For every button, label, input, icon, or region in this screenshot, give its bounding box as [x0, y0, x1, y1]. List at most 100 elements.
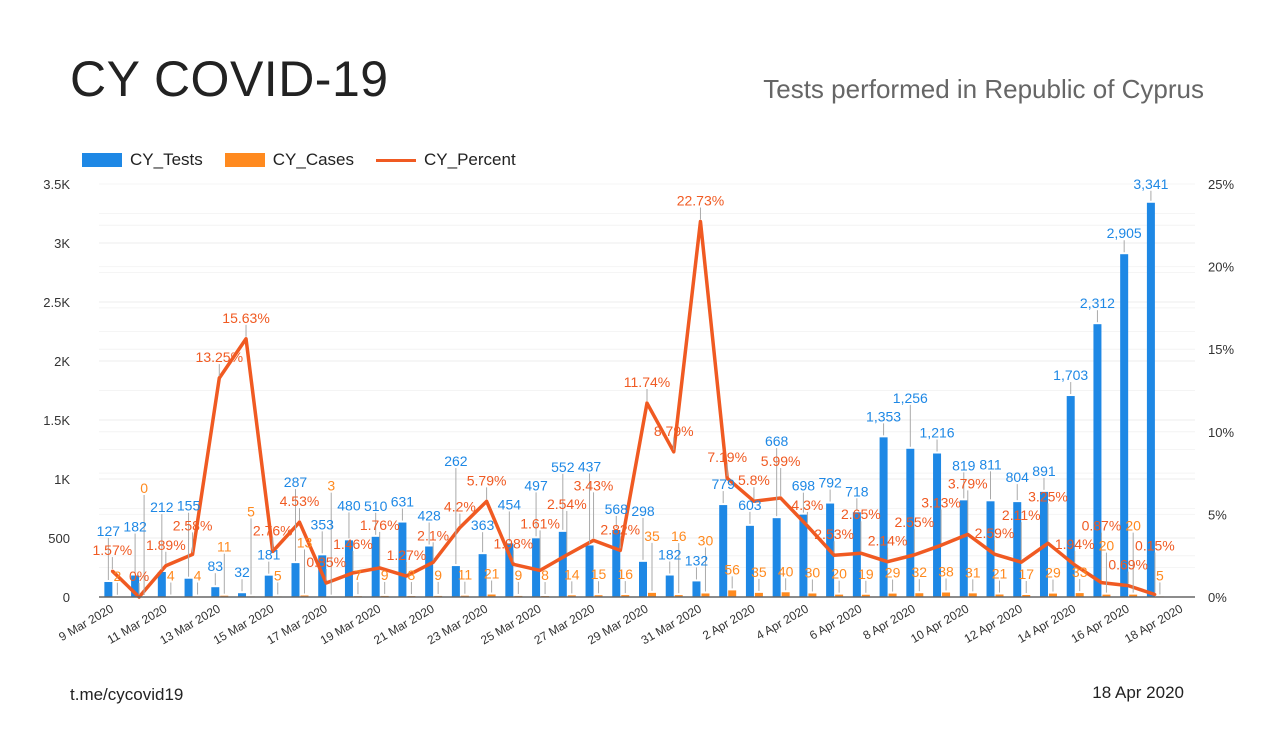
legend-label-tests: CY_Tests	[130, 150, 203, 169]
bar-cases	[915, 593, 924, 597]
x-tick-label: 6 Apr 2020	[807, 601, 865, 642]
data-label-tests: 132	[685, 552, 709, 568]
bar-tests	[425, 546, 434, 597]
data-label-tests: 3,341	[1133, 176, 1168, 192]
bar-cases	[701, 593, 710, 597]
data-label-cases: 33	[1072, 564, 1088, 580]
data-label-cases: 0	[140, 480, 148, 496]
legend-item-cases[interactable]: CY_Cases	[224, 150, 354, 170]
data-label-tests: 182	[123, 519, 147, 535]
point-percent	[859, 551, 863, 555]
bar-tests	[1093, 324, 1102, 597]
data-label-percent: 2.14%	[868, 533, 908, 549]
data-label-tests: 792	[818, 475, 842, 491]
bar-cases	[888, 593, 897, 597]
data-label-cases: 3	[327, 478, 335, 494]
data-label-percent: 8.79%	[654, 423, 694, 439]
y-tick-label-right: 20%	[1208, 260, 1234, 275]
y-tick-label-right: 10%	[1208, 425, 1234, 440]
point-percent	[351, 571, 355, 575]
point-percent	[404, 574, 408, 578]
data-label-percent: 0.69%	[1108, 557, 1148, 573]
bar-tests	[772, 518, 781, 597]
bar-cases	[1022, 594, 1031, 597]
data-label-cases: 31	[965, 564, 981, 580]
legend-item-tests[interactable]: CY_Tests	[82, 150, 203, 170]
data-label-tests: 631	[391, 494, 415, 510]
data-label-percent: 4.2%	[444, 499, 476, 515]
data-label-cases: 20	[831, 566, 847, 582]
bar-tests	[291, 563, 300, 597]
data-label-cases: 11	[458, 567, 473, 583]
data-label-cases: 30	[805, 564, 821, 580]
data-label-tests: 1,703	[1053, 367, 1088, 383]
data-label-cases: 29	[885, 565, 901, 581]
source-link[interactable]: t.me/cycovid19	[70, 685, 184, 704]
point-percent	[538, 568, 542, 572]
data-label-percent: 5.8%	[738, 472, 770, 488]
data-label-tests: 480	[337, 497, 361, 513]
bar-cases	[754, 592, 763, 597]
legend-item-percent[interactable]: CY_Percent	[376, 150, 516, 170]
data-label-tests: 212	[150, 499, 174, 515]
bar-cases	[487, 594, 496, 597]
bar-cases	[1048, 593, 1057, 597]
bar-cases	[808, 593, 817, 597]
point-percent	[110, 569, 114, 573]
point-percent	[244, 337, 248, 341]
data-label-percent: 2.53%	[814, 526, 854, 542]
labels-layer: 05001K1.5K2K2.5K3K3.5K0%5%10%15%20%25%9 …	[43, 176, 1234, 648]
bar-tests	[692, 581, 701, 597]
data-label-cases: 5	[1156, 567, 1164, 583]
y-tick-label-left: 1K	[54, 472, 70, 487]
y-tick-label-left: 2K	[54, 354, 70, 369]
data-label-percent: 0.87%	[1082, 518, 1122, 534]
y-tick-label-right: 5%	[1208, 507, 1227, 522]
y-tick-label-left: 1.5K	[43, 413, 70, 428]
page-title: CY COVID-19	[70, 51, 389, 107]
data-label-percent: 13.25%	[196, 349, 243, 365]
data-label-cases: 4	[194, 568, 202, 584]
point-percent	[645, 401, 649, 405]
marks-layer	[99, 202, 1195, 599]
bar-cases	[942, 592, 951, 597]
point-percent	[1126, 584, 1130, 588]
data-label-cases: 20	[1099, 538, 1115, 554]
point-percent	[1073, 563, 1077, 567]
data-label-percent: 2.1%	[417, 527, 449, 543]
data-label-cases: 13	[297, 534, 313, 550]
y-tick-label-left: 0	[63, 590, 70, 605]
data-label-percent: 22.73%	[677, 193, 724, 209]
bar-cases	[835, 594, 844, 597]
bar-cases	[1129, 594, 1138, 597]
x-tick-label: 16 Apr 2020	[1069, 601, 1132, 646]
data-label-percent: 1.98%	[493, 535, 533, 551]
point-percent	[217, 376, 221, 380]
point-percent	[752, 499, 756, 503]
data-label-tests: 155	[177, 498, 201, 514]
bar-tests	[558, 531, 567, 597]
data-label-tests: 2,312	[1080, 295, 1115, 311]
data-label-cases: 56	[724, 561, 740, 577]
data-label-cases: 21	[484, 566, 500, 582]
legend-swatch-tests	[82, 153, 122, 167]
point-percent	[431, 560, 435, 564]
data-label-tests: 568	[605, 501, 629, 517]
data-label-tests: 2,905	[1107, 225, 1142, 241]
data-label-tests: 1,256	[893, 390, 928, 406]
data-label-tests: 127	[97, 523, 121, 539]
point-percent	[912, 553, 916, 557]
x-tick-label: 12 Apr 2020	[962, 601, 1025, 646]
data-label-percent: 1.46%	[333, 536, 373, 552]
point-percent	[832, 553, 836, 557]
legend-swatch-percent	[376, 158, 417, 162]
bar-cases	[1075, 593, 1084, 597]
y-tick-label-right: 0%	[1208, 590, 1227, 605]
data-label-cases: 35	[751, 564, 767, 580]
bar-tests	[612, 529, 621, 597]
data-label-percent: 1.57%	[93, 542, 133, 558]
data-label-cases: 4	[167, 568, 175, 584]
bar-cases	[861, 594, 870, 597]
data-label-percent: 0.15%	[1135, 538, 1175, 554]
bar-tests	[344, 540, 353, 597]
